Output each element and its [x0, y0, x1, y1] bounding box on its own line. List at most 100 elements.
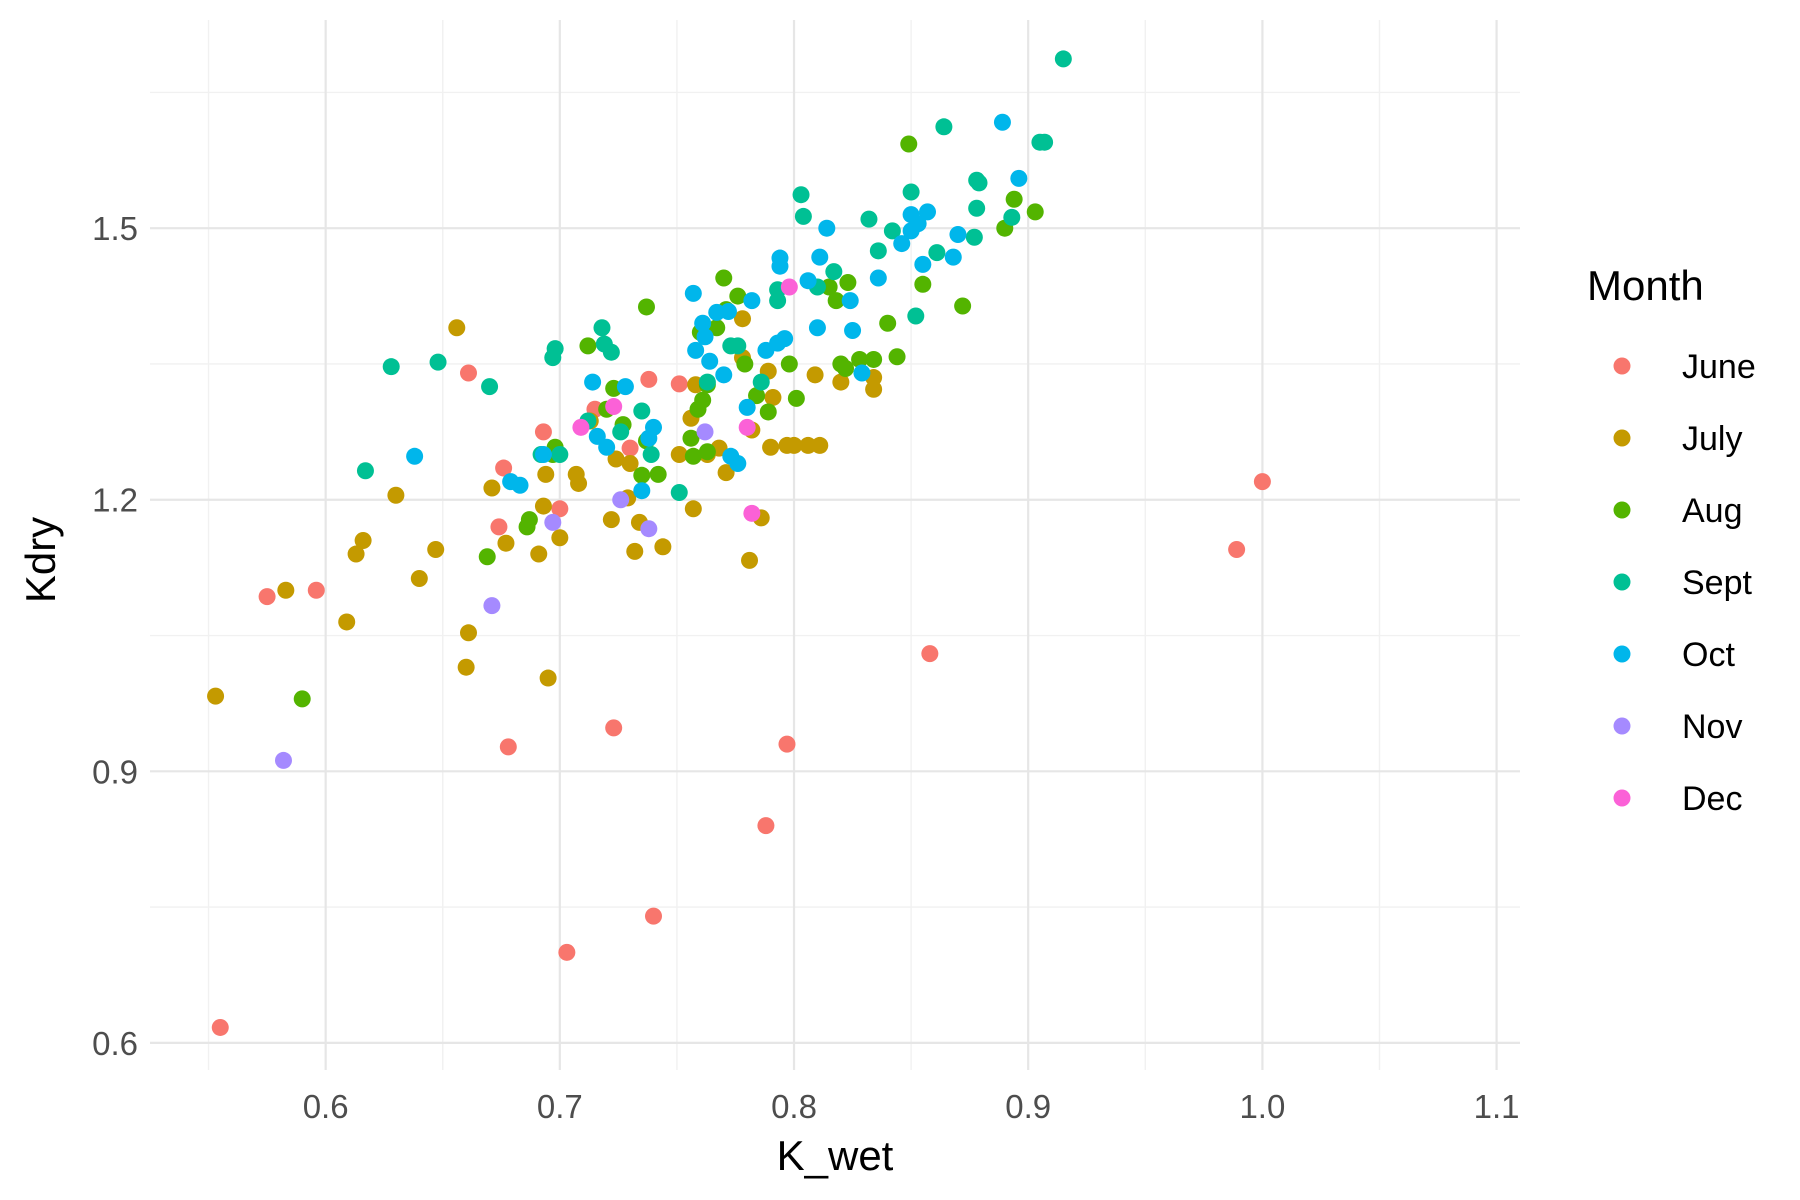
data-point — [382, 358, 400, 376]
y-tick-label: 1.5 — [92, 210, 138, 247]
data-point — [497, 534, 515, 552]
data-point — [752, 373, 770, 391]
data-point — [1005, 190, 1023, 208]
data-point — [633, 402, 651, 420]
data-point — [605, 398, 623, 416]
data-point — [1054, 50, 1072, 68]
data-point — [853, 364, 871, 382]
data-point — [612, 491, 630, 509]
data-point — [729, 287, 747, 305]
legend-label: Oct — [1682, 636, 1735, 674]
y-axis-title: Kdry — [17, 517, 64, 603]
data-point — [602, 511, 620, 529]
data-point — [457, 658, 475, 676]
data-point — [825, 263, 843, 281]
data-point — [841, 292, 859, 310]
data-point — [429, 353, 447, 371]
data-point — [356, 462, 374, 480]
data-point — [427, 541, 445, 559]
data-point — [670, 375, 688, 393]
data-point — [696, 328, 714, 346]
data-point — [499, 738, 517, 756]
data-point — [495, 459, 513, 477]
data-point — [602, 343, 620, 361]
data-point — [907, 307, 925, 325]
data-point — [598, 438, 616, 456]
data-point — [965, 228, 983, 246]
data-point — [640, 520, 658, 538]
data-point — [928, 244, 946, 262]
x-tick-label: 1.1 — [1474, 1088, 1520, 1125]
grid — [150, 20, 1520, 1070]
data-point — [642, 445, 660, 463]
data-point — [698, 373, 716, 391]
legend-items: June July Aug Sept Oct Nov Dec — [1613, 348, 1756, 818]
data-point — [865, 380, 883, 398]
data-point — [274, 751, 292, 769]
data-point — [1036, 133, 1054, 151]
data-point — [729, 337, 747, 355]
data-point — [935, 118, 953, 136]
data-point — [818, 219, 836, 237]
data-point — [490, 518, 508, 536]
data-point — [207, 687, 225, 705]
data-point — [682, 429, 700, 447]
data-point — [708, 319, 726, 337]
data-point — [558, 943, 576, 961]
data-point — [738, 418, 756, 436]
data-point — [949, 226, 967, 244]
data-point — [860, 210, 878, 228]
data-point — [757, 817, 775, 835]
data-point — [551, 529, 569, 547]
legend-item-dec: Dec — [1613, 780, 1742, 818]
data-point — [481, 378, 499, 396]
data-point — [729, 455, 747, 473]
data-point — [748, 387, 766, 405]
data-point — [307, 581, 325, 599]
series-sept — [356, 50, 1072, 501]
data-point — [478, 548, 496, 566]
data-point — [670, 445, 688, 463]
data-point — [696, 423, 714, 441]
x-tick-label: 0.6 — [303, 1088, 349, 1125]
legend-label: Aug — [1682, 492, 1743, 530]
data-point — [633, 482, 651, 500]
legend-swatch — [1613, 357, 1631, 375]
data-point — [694, 314, 712, 332]
data-point — [612, 423, 630, 441]
data-point — [544, 513, 562, 531]
y-tick-label: 0.9 — [92, 753, 138, 790]
x-tick-label: 0.9 — [1005, 1088, 1051, 1125]
data-point — [539, 669, 557, 687]
data-point — [888, 348, 906, 366]
data-point — [347, 545, 365, 563]
data-point — [806, 366, 824, 384]
series-nov — [274, 423, 714, 769]
data-point — [785, 436, 803, 454]
legend-swatch — [1613, 573, 1631, 591]
data-point — [879, 314, 897, 332]
legend-item-sept: Sept — [1613, 564, 1752, 602]
data-point — [811, 248, 829, 266]
data-point — [799, 436, 817, 454]
data-point — [1253, 473, 1271, 491]
data-point — [792, 186, 810, 204]
series-dec — [572, 278, 798, 522]
legend-label: July — [1682, 420, 1742, 458]
data-point — [684, 284, 702, 302]
data-point — [520, 511, 538, 529]
data-point — [633, 466, 651, 484]
data-point — [759, 403, 777, 421]
data-point — [621, 439, 639, 457]
data-point — [970, 174, 988, 192]
data-point — [448, 319, 466, 337]
data-point — [778, 735, 796, 753]
data-point — [844, 321, 862, 339]
data-point — [741, 551, 759, 569]
data-point — [764, 388, 782, 406]
data-point — [736, 355, 754, 373]
legend-item-aug: Aug — [1613, 492, 1743, 530]
legend-label: Nov — [1682, 708, 1742, 746]
data-point — [698, 443, 716, 461]
